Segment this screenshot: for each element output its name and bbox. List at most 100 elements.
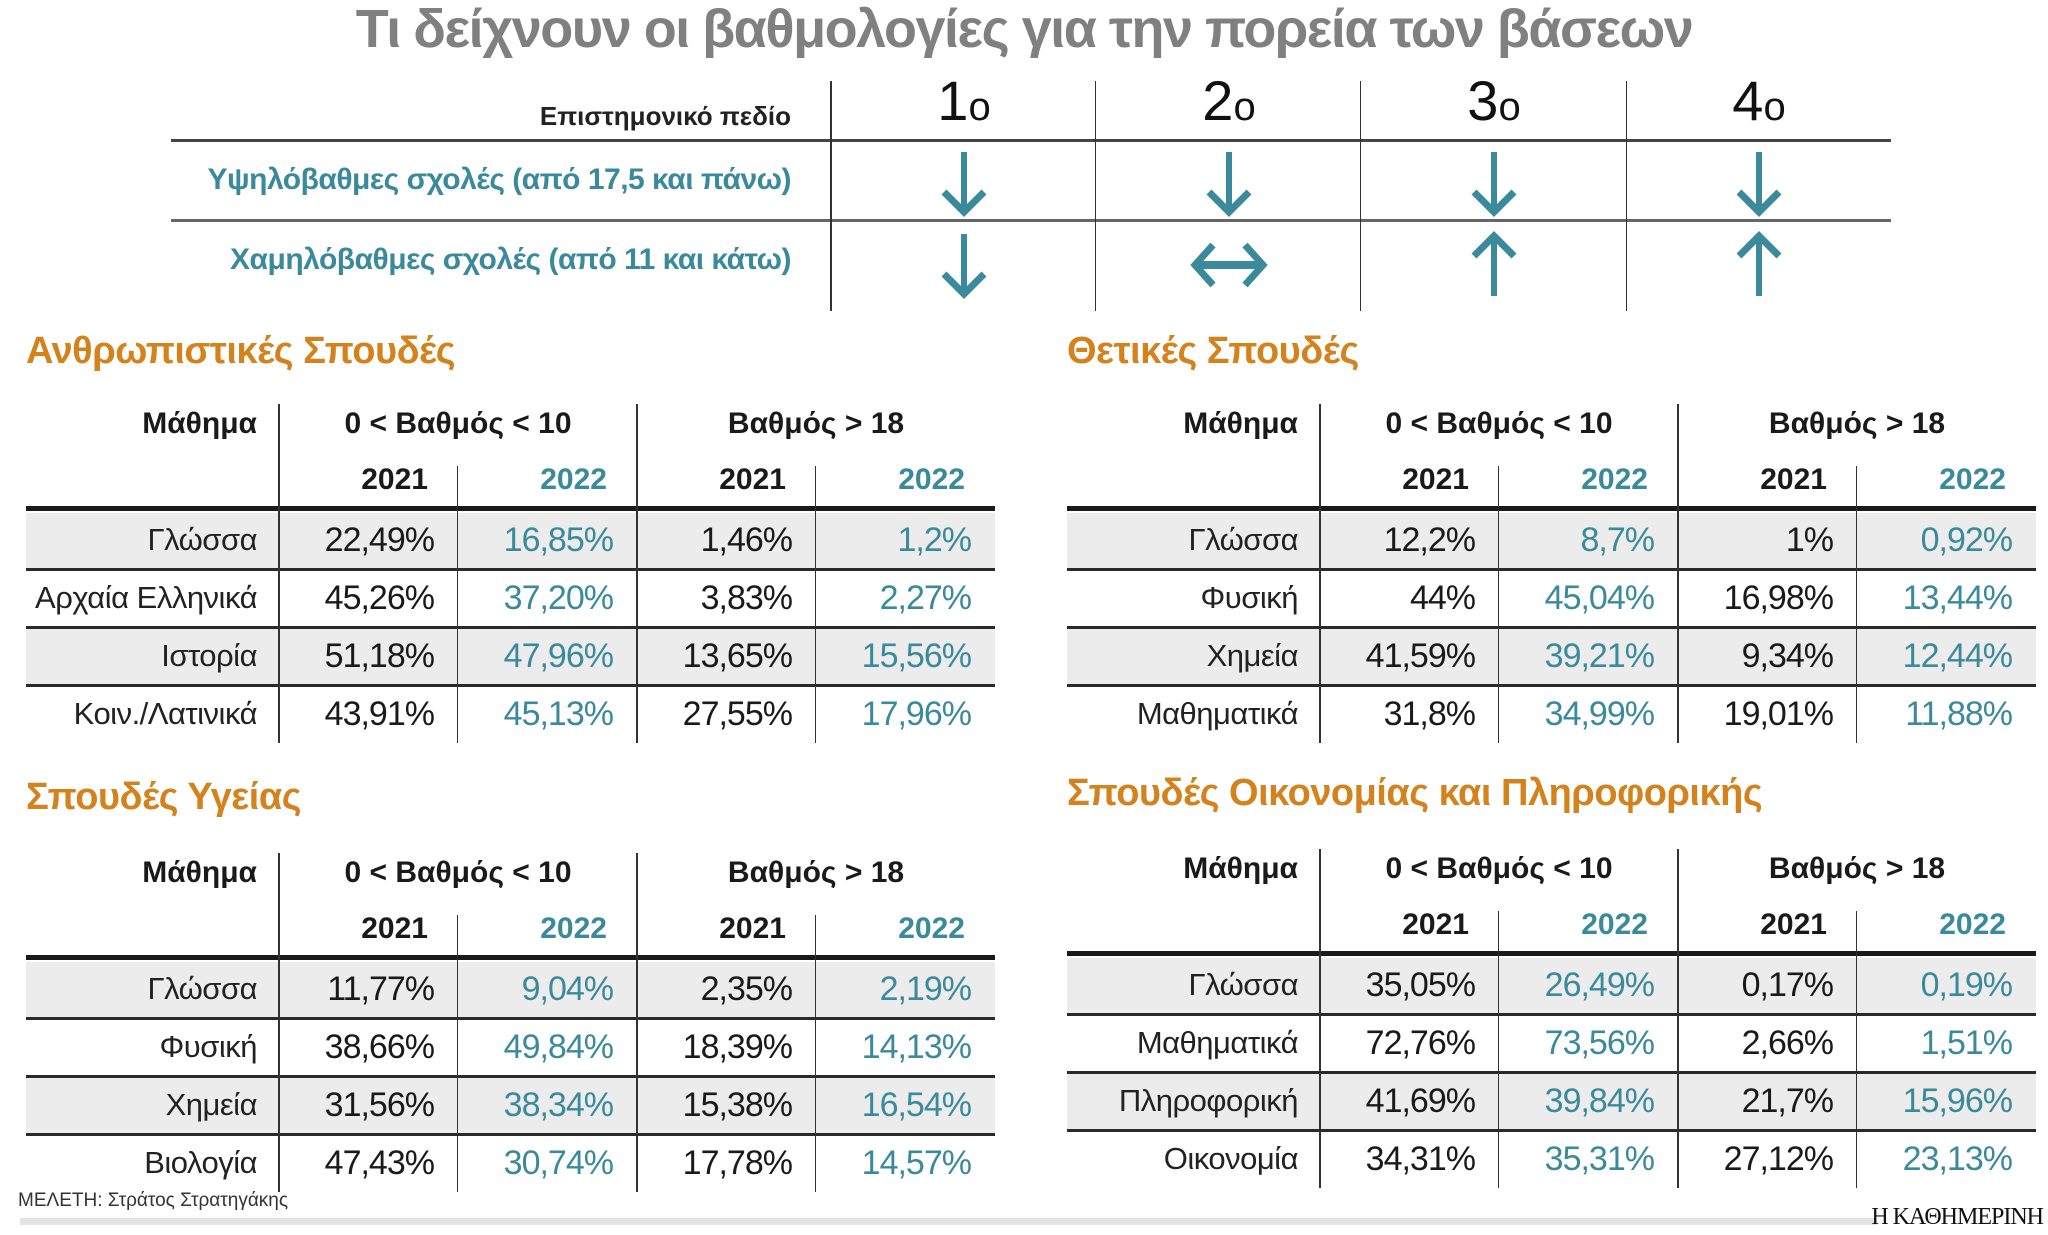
header-high-grade: Βαθμός > 18	[727, 856, 905, 889]
field-column-header: 3ο	[1434, 68, 1554, 133]
row-divider	[26, 1017, 995, 1020]
divider	[171, 219, 1891, 222]
data-table: Μάθημα 0 < Βαθμός < 10 Βαθμός > 18 2021 2022…	[1067, 849, 2037, 1189]
value-cell: 34,99%	[1544, 695, 1655, 733]
value-cell: 39,84%	[1544, 1082, 1655, 1120]
header-year: 2022	[898, 463, 965, 496]
value-cell: 9,34%	[1741, 637, 1834, 675]
column-divider	[278, 853, 280, 1192]
header-year: 2021	[1760, 463, 1827, 496]
value-cell: 51,18%	[324, 637, 435, 675]
column-divider	[815, 466, 816, 743]
subject-label: Φυσική	[1200, 580, 1299, 615]
section-title: Σπουδές Υγείας	[26, 776, 301, 818]
subject-label: Γλώσσα	[147, 522, 258, 557]
arrow-down-icon	[1736, 152, 1782, 217]
field-header: Επιστημονικό πεδίο	[539, 101, 791, 131]
header-year: 2021	[1402, 463, 1469, 496]
value-cell: 17,78%	[682, 1144, 793, 1182]
subject-label: Φυσική	[159, 1029, 258, 1064]
field-number: 2	[1202, 69, 1234, 132]
value-cell: 1%	[1785, 521, 1834, 559]
column-divider	[457, 915, 458, 1192]
column-divider	[278, 404, 280, 743]
value-cell: 47,43%	[324, 1144, 435, 1182]
row-divider	[1067, 1013, 2036, 1016]
column-divider	[1319, 849, 1321, 1188]
subject-label: Χημεία	[165, 1087, 258, 1122]
subject-label: Μαθηματικά	[1136, 696, 1299, 731]
value-cell: 22,49%	[324, 521, 435, 559]
value-cell: 73,56%	[1544, 1024, 1655, 1062]
header-low-grade: 0 < Βαθμός < 10	[1385, 407, 1613, 440]
value-cell: 2,35%	[700, 970, 793, 1008]
row-shade	[1067, 629, 2036, 684]
arrow-down-icon	[1206, 152, 1252, 217]
column-divider	[457, 466, 458, 743]
value-cell: 0,17%	[1741, 966, 1834, 1004]
value-cell: 3,83%	[700, 579, 793, 617]
subject-label: Ιστορία	[161, 638, 257, 673]
value-cell: 17,96%	[861, 695, 972, 733]
arrow-up-icon	[1471, 231, 1517, 296]
header-high-grade: Βαθμός > 18	[727, 407, 905, 440]
value-cell: 37,20%	[503, 579, 614, 617]
header-year: 2022	[540, 912, 607, 945]
value-cell: 2,66%	[1741, 1024, 1834, 1062]
header-year: 2022	[1939, 463, 2006, 496]
value-cell: 15,96%	[1902, 1082, 2013, 1120]
header-year: 2021	[719, 463, 786, 496]
column-divider	[1498, 911, 1499, 1188]
header-year: 2022	[540, 463, 607, 496]
divider	[1626, 81, 1627, 311]
main-title: Τι δείχνουν οι βαθμολογίες για την πορεί…	[355, 0, 1694, 59]
value-cell: 49,84%	[503, 1028, 614, 1066]
header-high-grade: Βαθμός > 18	[1768, 852, 1946, 885]
column-divider	[815, 915, 816, 1192]
row-shade	[26, 1078, 995, 1133]
header-low-grade: 0 < Βαθμός < 10	[344, 856, 572, 889]
subject-label: Γλώσσα	[147, 971, 258, 1006]
column-divider	[1498, 466, 1499, 743]
section-title: Ανθρωπιστικές Σπουδές	[26, 330, 456, 372]
subject-label: Γλώσσα	[1188, 967, 1299, 1002]
row-divider	[1067, 626, 2036, 629]
header-year: 2022	[1581, 908, 1648, 941]
row-shade	[26, 629, 995, 684]
value-cell: 39,21%	[1544, 637, 1655, 675]
field-number: 3	[1467, 69, 1499, 132]
row-label-low: Χαμηλόβαθμες σχολές (από 11 και κάτω)	[230, 243, 791, 276]
data-table: Μάθημα 0 < Βαθμός < 10 Βαθμός > 18 2021 2022…	[1067, 404, 2037, 744]
header-year: 2022	[1581, 463, 1648, 496]
header-year: 2021	[361, 912, 428, 945]
arrow-up-icon	[1736, 231, 1782, 296]
divider	[830, 81, 832, 311]
divider	[1360, 81, 1361, 311]
value-cell: 1,51%	[1920, 1024, 2013, 1062]
subject-label: Χημεία	[1206, 638, 1299, 673]
row-shade	[1067, 513, 2036, 568]
brand-logo: Η ΚΑΘΗΜΕΡΙΝΗ	[1871, 1204, 2044, 1230]
header-subject: Μάθημα	[1183, 852, 1298, 885]
value-cell: 9,04%	[521, 970, 614, 1008]
subject-label: Αρχαία Ελληνικά	[35, 580, 257, 615]
row-shade	[26, 962, 995, 1017]
subject-label: Γλώσσα	[1188, 522, 1299, 557]
column-divider	[636, 404, 638, 743]
arrow-down-icon	[1471, 152, 1517, 217]
value-cell: 13,65%	[682, 637, 793, 675]
value-cell: 12,2%	[1383, 521, 1476, 559]
value-cell: 44%	[1409, 579, 1476, 617]
value-cell: 18,39%	[682, 1028, 793, 1066]
value-cell: 31,8%	[1383, 695, 1476, 733]
data-table: Μάθημα 0 < Βαθμός < 10 Βαθμός > 18 2021 2022…	[26, 853, 996, 1193]
row-divider	[26, 1075, 995, 1078]
value-cell: 30,74%	[503, 1144, 614, 1182]
value-cell: 23,13%	[1902, 1140, 2013, 1178]
ordinal-suffix: ο	[968, 85, 991, 129]
row-shade	[1067, 958, 2036, 1013]
value-cell: 26,49%	[1544, 966, 1655, 1004]
header-year: 2021	[1402, 908, 1469, 941]
value-cell: 45,26%	[324, 579, 435, 617]
header-rule	[26, 506, 995, 511]
